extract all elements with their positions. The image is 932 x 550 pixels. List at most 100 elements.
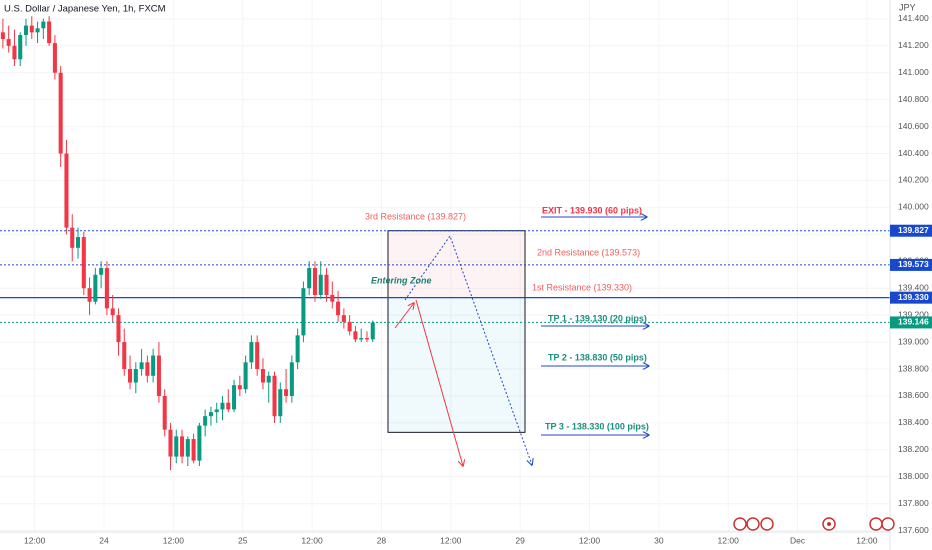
candle-body <box>272 375 277 417</box>
candle-body <box>237 385 242 390</box>
candle-body <box>174 436 179 457</box>
candle-body <box>347 321 352 332</box>
candle-body <box>307 268 312 289</box>
candle-body <box>359 338 364 340</box>
candle-body <box>35 28 40 33</box>
candle-body <box>0 32 5 40</box>
y-tick-label: 138.400 <box>898 417 929 427</box>
x-tick-label: 12:00 <box>440 535 462 545</box>
price-label: 139.146 <box>898 317 929 327</box>
resistance-zone <box>388 230 525 298</box>
entry-arrow <box>394 303 414 329</box>
price-label-box <box>890 291 932 304</box>
candle-body <box>128 369 133 383</box>
candle-body <box>220 402 225 410</box>
candle-body <box>104 268 109 309</box>
x-tick-label: 12:00 <box>718 535 740 545</box>
annotation: 1st Resistance (139.330) <box>532 282 632 292</box>
y-tick-label: 140.200 <box>898 175 929 185</box>
y-tick-label: 138.200 <box>898 444 929 454</box>
annotation: TP 3 - 138.330 (100 pips) <box>545 421 649 431</box>
candle-body <box>295 335 300 363</box>
grid <box>0 0 890 532</box>
candle-body <box>81 237 86 289</box>
candle-body <box>93 274 98 302</box>
candle-body <box>336 301 341 316</box>
x-tick-label: 25 <box>238 535 248 545</box>
y-tick-label: 139.000 <box>898 336 929 346</box>
y-tick-label: 137.600 <box>898 525 929 535</box>
annotation: TP 2 - 138.830 (50 pips) <box>548 352 647 362</box>
y-tick-label: 139.200 <box>898 309 929 319</box>
y-tick-label: 138.800 <box>898 363 929 373</box>
y-tick-label: 141.400 <box>898 13 929 23</box>
candle-body <box>370 322 375 340</box>
candle-body <box>75 237 81 248</box>
candle-body <box>185 439 190 457</box>
candle-body <box>87 288 92 302</box>
candle-body <box>289 362 294 396</box>
x-tick-label: 12:00 <box>579 535 601 545</box>
x-tick-label: 12:00 <box>163 535 185 545</box>
candle-body <box>52 43 57 73</box>
y-tick-label: 141.000 <box>898 67 929 77</box>
zone <box>387 230 526 433</box>
x-tick-label: 12:00 <box>856 535 878 545</box>
candle-body <box>214 409 219 413</box>
candle-body <box>156 355 161 396</box>
price-label: 139.827 <box>898 225 929 235</box>
projection-path <box>404 234 532 465</box>
y-tick-label: 139.400 <box>898 282 929 292</box>
candle-body <box>110 308 115 316</box>
annotation: Entering Zone <box>371 275 432 285</box>
x-tick-label: 24 <box>99 535 109 545</box>
x-tick-label: Dec <box>790 535 806 545</box>
price-label-box <box>890 316 932 329</box>
candle-body <box>249 342 254 363</box>
candle-body <box>23 25 29 36</box>
candle-body <box>208 412 213 417</box>
price-label-box <box>890 258 932 271</box>
candle-body <box>232 385 237 410</box>
candle-body <box>324 274 329 295</box>
x-tick-label: 12:00 <box>301 535 323 545</box>
candle-body <box>266 375 271 383</box>
x-tick-label: 12:00 <box>24 535 46 545</box>
y-tick-label: 138.000 <box>898 471 929 481</box>
candle-body <box>18 35 23 60</box>
candle-body <box>330 294 335 302</box>
y-tick-label: 138.600 <box>898 390 929 400</box>
down-arrow <box>415 299 463 466</box>
price-label: 139.573 <box>898 259 929 269</box>
candle-body <box>301 288 306 336</box>
levels <box>0 230 890 323</box>
candle-body <box>168 429 173 457</box>
x-tick-label: 30 <box>654 535 664 545</box>
x-tick-label: 28 <box>377 535 387 545</box>
chart-title: U.S. Dollar / Japanese Yen, 1h, FXCM <box>4 4 166 15</box>
candle-body <box>243 362 248 390</box>
candle-body <box>70 227 75 248</box>
annotation: 3rd Resistance (139.827) <box>365 211 466 221</box>
annotation: TP 1 - 139.130 (20 pips) <box>548 313 647 323</box>
candle-body <box>12 45 17 60</box>
y-tick-label: 141.200 <box>898 40 929 50</box>
candle-body <box>64 153 69 228</box>
candle-body <box>122 342 127 370</box>
candle-body <box>139 362 144 370</box>
candle-body <box>226 402 231 410</box>
candle-body <box>284 389 289 396</box>
annotation: 2nd Resistance (139.573) <box>537 247 640 257</box>
candle-body <box>6 39 11 46</box>
candle-body <box>260 369 265 383</box>
candle-body <box>255 342 260 370</box>
y-tick-label: 140.000 <box>898 202 929 212</box>
target-zone <box>388 297 525 433</box>
candles <box>0 16 375 471</box>
event-icons <box>733 517 895 531</box>
candle-body <box>29 25 34 33</box>
candle-body <box>180 436 185 457</box>
candle-body <box>58 72 63 154</box>
